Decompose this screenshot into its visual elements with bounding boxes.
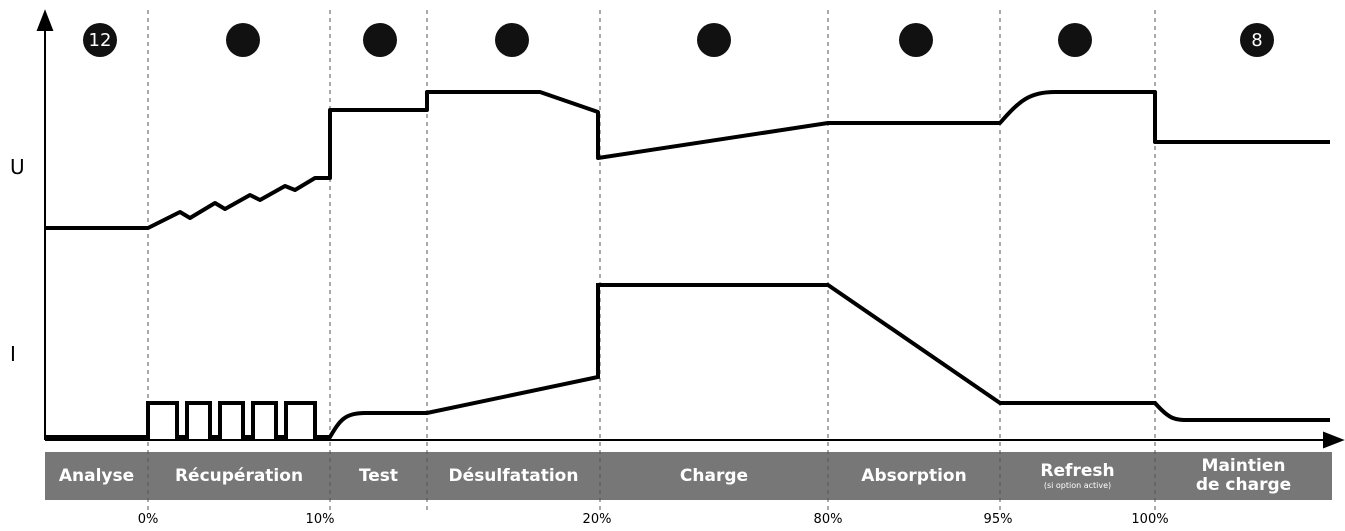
stage: Récupération <box>148 452 330 500</box>
stage-label: Récupération <box>174 465 304 486</box>
percentage-label: 20% <box>582 512 612 527</box>
percentage-label: 95% <box>983 512 1013 527</box>
stage: Désulfatation <box>427 452 600 500</box>
stage: Charge <box>600 452 828 500</box>
stage: Analyse <box>45 452 148 500</box>
current-curve <box>45 283 1330 439</box>
stage-marker <box>1058 23 1092 57</box>
stage-label: Test <box>358 465 399 486</box>
stage-markers: 12 8 <box>83 23 1274 57</box>
stage-marker <box>899 23 933 57</box>
stage-label: Analyse <box>58 465 135 486</box>
percentage-label: 0% <box>137 512 159 527</box>
voltage-curve <box>45 90 1330 230</box>
percentage-label: 80% <box>813 512 843 527</box>
stage-label: Refresh <box>1040 461 1115 481</box>
percentage-label: 10% <box>305 512 335 527</box>
axis-label: I <box>10 342 16 366</box>
stage-label: Absorption <box>861 465 967 486</box>
axis-label: U <box>10 155 25 179</box>
stage-number: 8 <box>1251 30 1262 51</box>
stage-label: Maintien de charge <box>1195 456 1292 495</box>
percentage-label: 100% <box>1131 512 1169 527</box>
stage-marker <box>363 23 397 57</box>
stage-marker <box>697 23 731 57</box>
stage: Refresh (si option active) <box>1000 452 1155 500</box>
stage-note: (si option active) <box>1043 481 1112 490</box>
stage-label: Charge <box>679 465 749 486</box>
stage-marker <box>495 23 529 57</box>
stage-marker <box>226 23 260 57</box>
stage-marker <box>83 23 117 57</box>
stage-marker <box>1240 23 1274 57</box>
stage: Test <box>330 452 427 500</box>
stage-dividers <box>147 10 1156 510</box>
stage: Absorption <box>828 452 1000 500</box>
axes <box>36 9 1345 449</box>
stage: Maintien de charge <box>1155 452 1332 500</box>
stage-band <box>45 452 1332 500</box>
stage-number: 12 <box>89 30 112 51</box>
stage-label: Désulfatation <box>448 465 579 486</box>
